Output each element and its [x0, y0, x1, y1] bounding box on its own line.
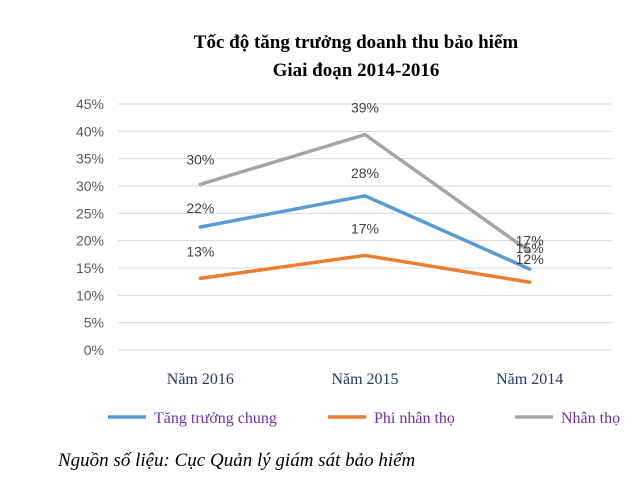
data-label: 15% — [516, 240, 544, 256]
legend: Tăng trưởng chung Phi nhân thọ Nhân thọ — [108, 410, 620, 427]
y-tick-label: 15% — [76, 260, 104, 276]
legend-label: Tăng trưởng chung — [154, 410, 277, 427]
series-lines — [198, 132, 532, 284]
source-note: Nguồn số liệu: Cục Quản lý giám sát bảo … — [58, 450, 416, 471]
y-tick-label: 40% — [76, 123, 104, 139]
data-labels: 22% 28% 15% 13% 17% 12% 30% 39% 17% — [186, 100, 543, 268]
x-axis-ticks: Năm 2016 Năm 2015 Năm 2014 — [167, 371, 563, 388]
data-label: 39% — [351, 100, 379, 116]
data-label: 28% — [351, 165, 379, 181]
y-tick-label: 20% — [76, 233, 104, 249]
y-tick-label: 30% — [76, 178, 104, 194]
x-tick-label: Năm 2015 — [331, 371, 398, 388]
y-tick-label: 5% — [84, 315, 104, 331]
y-axis-ticks: 0% 5% 10% 15% 20% 25% 30% 35% 40% 45% — [76, 96, 104, 358]
legend-label: Phi nhân thọ — [374, 410, 455, 427]
y-tick-label: 35% — [76, 151, 104, 167]
data-label: 17% — [516, 233, 544, 249]
x-tick-label: Năm 2016 — [167, 371, 234, 388]
data-label: 13% — [186, 243, 214, 259]
x-tick-label: Năm 2014 — [496, 371, 563, 388]
y-tick-label: 45% — [76, 96, 104, 112]
data-label: 30% — [186, 151, 214, 167]
y-tick-label: 10% — [76, 287, 104, 303]
chart-title-line-1: Tốc độ tăng trưởng doanh thu bảo hiểm — [194, 32, 519, 53]
series-line-0 — [198, 194, 532, 271]
chart-title-line-2: Giai đoạn 2014-2016 — [273, 60, 440, 81]
y-tick-label: 0% — [84, 342, 104, 358]
data-label: 17% — [351, 220, 379, 236]
legend-label: Nhân thọ — [561, 410, 620, 427]
y-tick-label: 25% — [76, 205, 104, 221]
data-label: 12% — [516, 251, 544, 267]
series-line-1 — [198, 253, 532, 284]
series-line-2 — [198, 132, 532, 254]
data-label: 22% — [186, 200, 214, 216]
